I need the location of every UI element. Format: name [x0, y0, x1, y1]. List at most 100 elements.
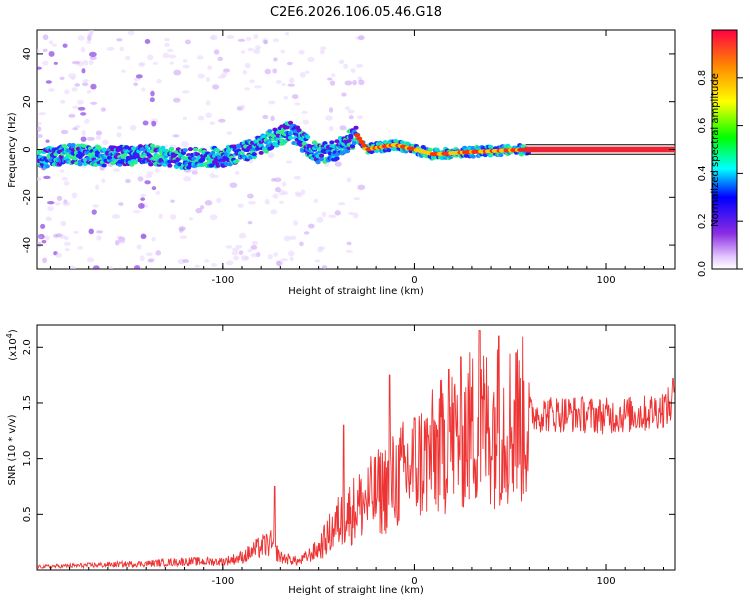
spectrogram-ridge-blob: [199, 158, 206, 163]
spectrogram-speckle: [92, 265, 100, 269]
spectrogram-speckle: [144, 38, 151, 44]
spectrogram-ridge-blob: [258, 150, 264, 155]
snr-plot-frame: [36, 324, 676, 571]
spectrogram-speckle: [144, 174, 153, 178]
spectrogram-speckle: [242, 70, 248, 75]
spectrogram-speckle: [71, 192, 78, 199]
colorbar-tick-label: 0.6: [697, 118, 708, 134]
spectrogram-speckle: [124, 55, 131, 61]
snr-y-tick-label: 1.0: [22, 451, 33, 467]
spectrogram-ridge-blob: [194, 152, 200, 157]
spectrogram-ridge-blob: [182, 148, 188, 153]
spectrogram-speckle: [117, 125, 123, 130]
spectrogram-speckle: [319, 49, 325, 55]
spectrogram-speckle: [127, 30, 135, 36]
snr-multiplier-exp: 4: [5, 333, 14, 338]
spectrogram-speckle: [37, 241, 42, 248]
spectrogram-speckle: [151, 236, 156, 242]
spectrogram-speckle: [152, 61, 158, 65]
spectrogram-speckle: [213, 49, 220, 55]
spectrogram-y-tick-label: 40: [22, 48, 33, 61]
snr-multiplier: (x104): [5, 329, 19, 361]
spectrogram-speckle: [48, 40, 54, 45]
spectrogram-speckle: [74, 125, 81, 129]
spectrogram-speckle: [268, 100, 276, 105]
spectrogram-speckle: [281, 83, 286, 87]
spectrogram-ridge-blob: [315, 160, 321, 165]
spectrogram-speckle: [42, 48, 48, 52]
spectrogram-speckle: [357, 184, 366, 191]
spectrogram-speckle: [341, 92, 347, 97]
spectrogram-speckle: [60, 99, 66, 104]
spectrogram-speckle: [77, 246, 84, 250]
spectrogram-speckle: [47, 206, 54, 212]
colorbar-tick-label: 0.4: [697, 165, 708, 181]
spectrogram-speckle: [237, 38, 246, 42]
spectrogram-speckle: [272, 68, 278, 74]
spectrogram-speckle: [144, 180, 151, 185]
snr-y-tick-label: 0.5: [22, 506, 33, 522]
spectrogram-ridge-blob: [122, 152, 128, 157]
spectrogram-speckle: [88, 51, 97, 57]
spectrogram-speckle: [95, 135, 102, 141]
spectrogram-core-blob: [353, 133, 360, 138]
snr-x-label: Height of straight line (km): [288, 585, 424, 596]
spectrogram-speckle: [181, 90, 190, 94]
spectrogram-speckle: [38, 112, 47, 116]
spectrogram-ridge-blob: [193, 147, 199, 152]
spectrogram-speckle: [254, 45, 262, 50]
spectrogram-ridge-blob: [329, 140, 335, 145]
spectrogram-speckle: [251, 240, 259, 246]
spectrogram-speckle: [100, 107, 106, 112]
spectrogram-speckle: [294, 102, 301, 106]
spectrogram-speckle: [240, 104, 246, 110]
spectrogram-speckle: [80, 112, 87, 116]
spectrogram-speckle: [216, 197, 222, 204]
spectrogram-speckle: [81, 130, 86, 136]
spectrogram-speckle: [68, 73, 77, 79]
spectrogram-ridge-blob: [106, 155, 113, 160]
spectrogram-speckle: [147, 54, 154, 61]
spectrogram-speckle: [101, 178, 106, 184]
spectrogram-speckle: [210, 214, 218, 221]
spectrogram-speckle: [80, 46, 86, 53]
spectrogram-speckle: [54, 202, 61, 206]
spectrogram-ridge-blob: [148, 162, 154, 167]
spectrogram-speckle: [221, 72, 228, 78]
spectrogram-speckle: [48, 51, 55, 57]
spectrogram-speckle: [68, 113, 76, 118]
spectrogram-speckle: [246, 36, 252, 42]
spectrogram-speckle: [316, 216, 324, 223]
spectrogram-speckle: [140, 233, 147, 240]
spectrogram-speckle: [133, 82, 139, 87]
spectrogram-speckle: [64, 89, 70, 95]
spectrogram-speckle: [254, 85, 262, 89]
chart-title: C2E6.2026.106.05.46.G18: [270, 5, 442, 20]
spectrogram-speckle: [89, 55, 97, 60]
spectrogram-speckle: [86, 136, 95, 141]
spectrogram-speckle: [64, 248, 70, 252]
spectrogram-speckle: [96, 230, 104, 234]
spectrogram-speckle: [118, 202, 124, 206]
spectrogram-x-tick-label: 100: [596, 275, 615, 286]
spectrogram-speckle: [279, 200, 284, 204]
spectrogram-speckle: [237, 203, 244, 208]
snr-series-line: [37, 330, 675, 570]
spectrogram-ridge-blob: [305, 135, 311, 140]
spectrogram-speckle: [197, 115, 205, 121]
spectrogram-speckle: [136, 244, 142, 250]
spectrogram-speckle: [307, 223, 315, 229]
spectrogram-speckle: [86, 40, 92, 44]
spectrogram-speckle: [42, 257, 48, 264]
spectrogram-speckle: [300, 189, 306, 195]
spectrogram-speckle: [273, 57, 278, 62]
spectrogram-speckle: [357, 35, 365, 41]
spectrogram-speckle: [218, 118, 226, 123]
spectrogram-speckle: [40, 223, 46, 229]
spectrogram-speckle: [248, 201, 256, 205]
spectrogram-speckle: [59, 76, 65, 80]
spectrogram-speckle: [169, 61, 175, 65]
spectrogram-speckle: [60, 220, 67, 227]
spectrogram-speckle: [170, 214, 177, 220]
spectrogram-speckle: [291, 94, 299, 100]
